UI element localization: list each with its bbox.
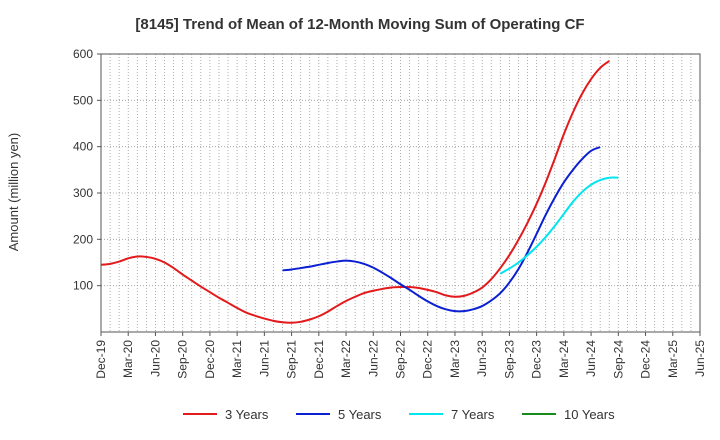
grid	[101, 53, 700, 332]
x-tick-label: Dec-20	[203, 340, 217, 379]
x-tick-label: Mar-22	[339, 340, 353, 378]
x-tick-label: Jun-25	[693, 340, 707, 377]
y-tick-label: 100	[73, 279, 93, 293]
legend-label-5-years: 5 Years	[338, 407, 382, 422]
x-tick-label: Jun-22	[366, 340, 380, 377]
y-tick-label: 500	[73, 93, 93, 107]
x-tick-label: Sep-24	[611, 340, 625, 379]
x-tick-label: Mar-23	[448, 340, 462, 378]
x-tick-label: Jun-21	[257, 340, 271, 377]
x-tick-label: Mar-20	[121, 340, 135, 378]
x-tick-label: Dec-24	[639, 340, 653, 379]
x-tick-label: Sep-20	[176, 340, 190, 379]
y-tick-label: 600	[73, 47, 93, 61]
x-tick-label: Sep-23	[502, 340, 516, 379]
series-line-3-years	[100, 60, 610, 324]
legend-label-3-years: 3 Years	[225, 407, 269, 422]
x-tick-label: Sep-22	[394, 340, 408, 379]
series-line-7-years	[499, 176, 619, 275]
y-tick-label: 300	[73, 186, 93, 200]
x-tick-label: Jun-23	[475, 340, 489, 377]
x-tick-label: Sep-21	[285, 340, 299, 379]
legend: 3 Years 5 Years 7 Years 10 Years	[183, 407, 615, 422]
chart-title: [8145] Trend of Mean of 12-Month Moving …	[135, 16, 584, 33]
legend-label-10-years: 10 Years	[564, 407, 615, 422]
x-tick-label: Dec-22	[421, 340, 435, 379]
x-tick-label: Dec-21	[312, 340, 326, 379]
x-tick-label: Dec-23	[530, 340, 544, 379]
series-line-5-years	[282, 146, 601, 313]
x-tick-label: Mar-25	[666, 340, 680, 378]
x-tick-label: Jun-24	[584, 340, 598, 377]
y-axis: 100 200 300 400 500 600	[73, 47, 101, 293]
series-layer	[100, 60, 619, 324]
x-tick-label: Mar-24	[557, 340, 571, 378]
x-tick-label: Mar-21	[230, 340, 244, 378]
y-tick-label: 400	[73, 140, 93, 154]
legend-label-7-years: 7 Years	[451, 407, 495, 422]
x-tick-label: Jun-20	[148, 340, 162, 377]
y-axis-label: Amount (million yen)	[6, 133, 21, 252]
x-tick-label: Dec-19	[94, 340, 108, 379]
x-axis: Dec-19 Mar-20 Jun-20 Sep-20 Dec-20 Mar-21 Jun-…	[94, 332, 707, 379]
y-tick-label: 200	[73, 232, 93, 246]
